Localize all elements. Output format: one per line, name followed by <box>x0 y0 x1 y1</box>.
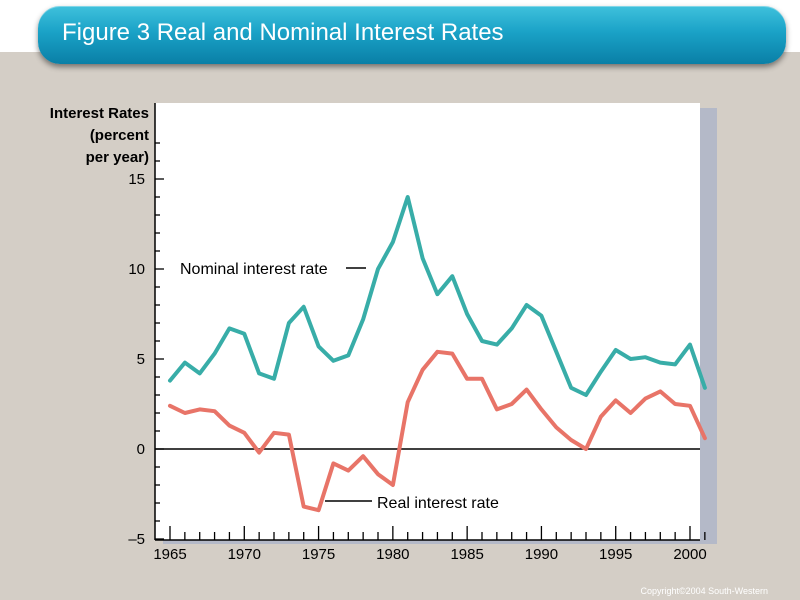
y-axis-title-line-1: Interest Rates <box>50 105 149 122</box>
real-series-label: Real interest rate <box>377 495 499 512</box>
y-tick-label: 5 <box>137 351 145 368</box>
x-tick-label: 1980 <box>376 546 409 563</box>
series-lines <box>168 195 707 513</box>
x-tick-label: 1985 <box>450 546 483 563</box>
axes: 15 10 5 0 –5 1965 1970 1975 1980 1985 1990 1995 2000 <box>128 103 707 563</box>
x-tick-label: 1970 <box>228 546 261 563</box>
y-axis-title-line-2: (percent <box>90 127 149 144</box>
x-tick-label: 1995 <box>599 546 632 563</box>
nominal-series-label: Nominal interest rate <box>180 261 328 278</box>
nominal-rate-line <box>168 195 707 397</box>
y-tick-label: –5 <box>128 531 145 548</box>
x-tick-label: 2000 <box>673 546 706 563</box>
plot-area <box>155 103 700 540</box>
x-tick-label: 1965 <box>153 546 186 563</box>
y-tick-label: 15 <box>128 171 145 188</box>
real-rate-line <box>168 349 707 513</box>
page-title: Figure 3 Real and Nominal Interest Rates <box>62 19 504 46</box>
copyright-text: Copyright©2004 South-Western <box>640 586 768 596</box>
title-bar: Figure 3 Real and Nominal Interest Rates <box>38 6 786 64</box>
y-axis-title-line-3: per year) <box>86 149 149 166</box>
y-tick-label: 10 <box>128 261 145 278</box>
x-tick-label: 1975 <box>302 546 335 563</box>
y-tick-label: 0 <box>137 441 145 458</box>
x-tick-label: 1990 <box>525 546 558 563</box>
